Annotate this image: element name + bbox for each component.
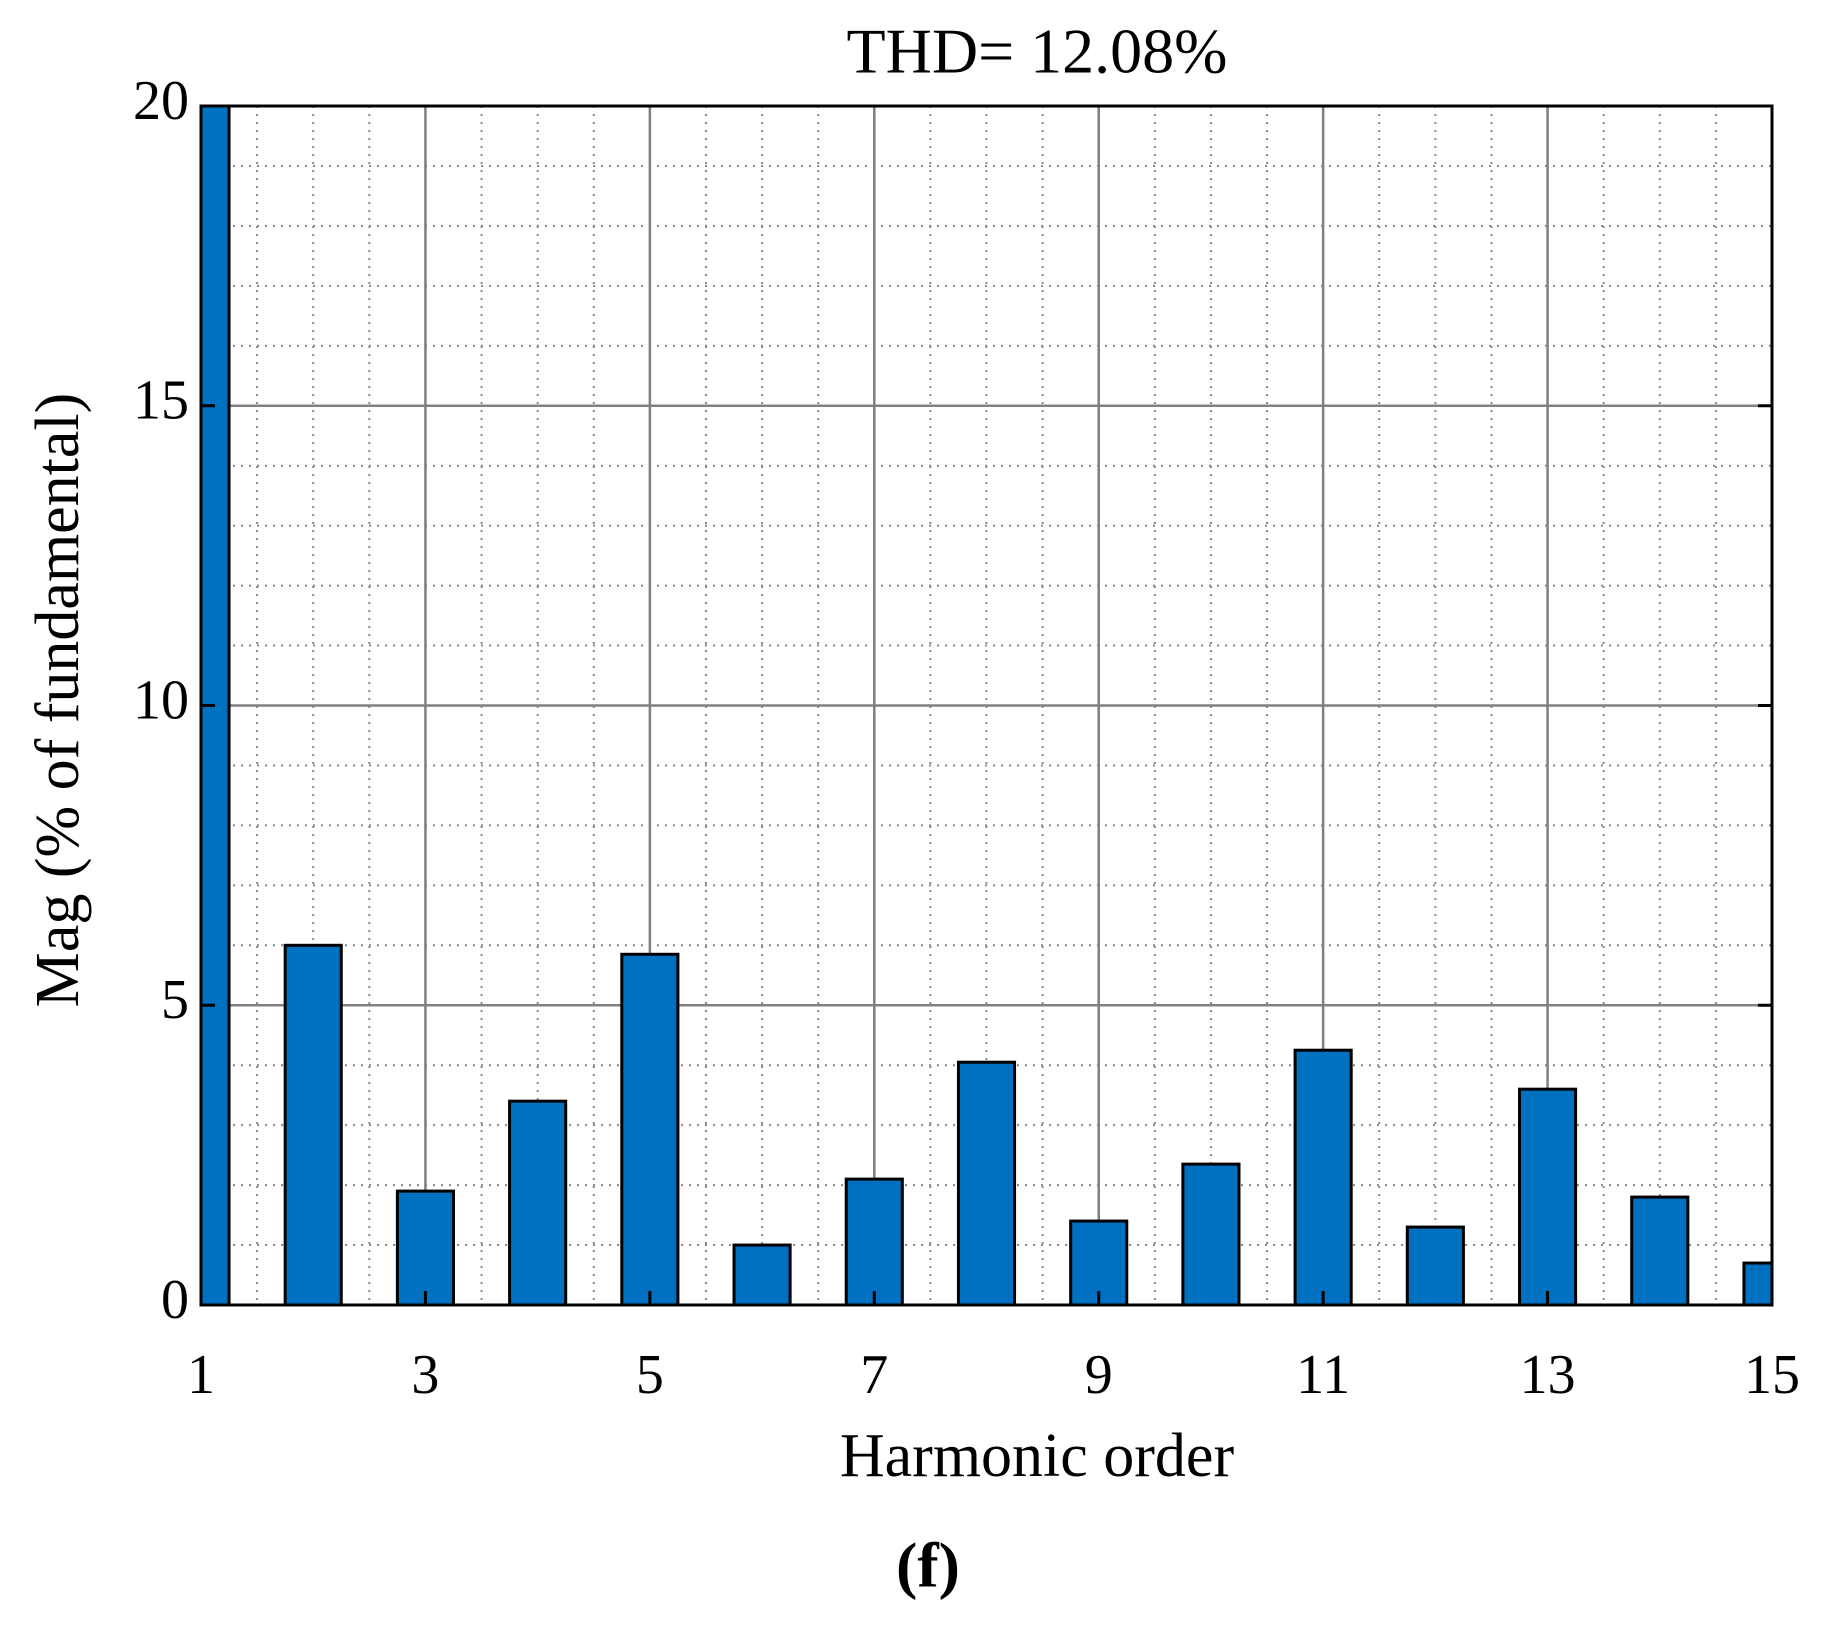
bar: [844, 1177, 904, 1305]
bar: [395, 1189, 455, 1305]
caption: (f): [896, 1530, 960, 1601]
bar: [1293, 1048, 1353, 1305]
y-tick-label: 15: [133, 370, 189, 432]
x-tick-label: 15: [1744, 1344, 1800, 1406]
x-tick-label: 11: [1296, 1344, 1350, 1406]
x-tick-label: 13: [1520, 1344, 1576, 1406]
x-tick-label: 3: [411, 1344, 439, 1406]
x-tick-label: 1: [187, 1344, 215, 1406]
bar: [1630, 1195, 1690, 1305]
chart-title: THD= 12.08%: [847, 16, 1228, 87]
bar: [508, 1099, 568, 1305]
y-axis-label: Mag (% of fundamental): [24, 393, 92, 1008]
bar: [956, 1060, 1017, 1305]
bar: [732, 1243, 792, 1305]
x-axis-label: Harmonic order: [840, 1422, 1235, 1490]
bar: [283, 943, 343, 1305]
y-tick-label: 10: [133, 669, 189, 731]
bar: [1405, 1225, 1465, 1305]
bar: [1181, 1162, 1241, 1305]
x-tick-label: 5: [636, 1344, 664, 1406]
x-tick-label: 9: [1085, 1344, 1113, 1406]
y-tick-label: 0: [161, 1269, 189, 1331]
bar: [620, 952, 680, 1305]
x-tick-label: 7: [860, 1344, 888, 1406]
y-tick-label: 20: [133, 70, 189, 132]
y-tick-label: 5: [161, 969, 189, 1031]
bar: [1518, 1087, 1578, 1305]
